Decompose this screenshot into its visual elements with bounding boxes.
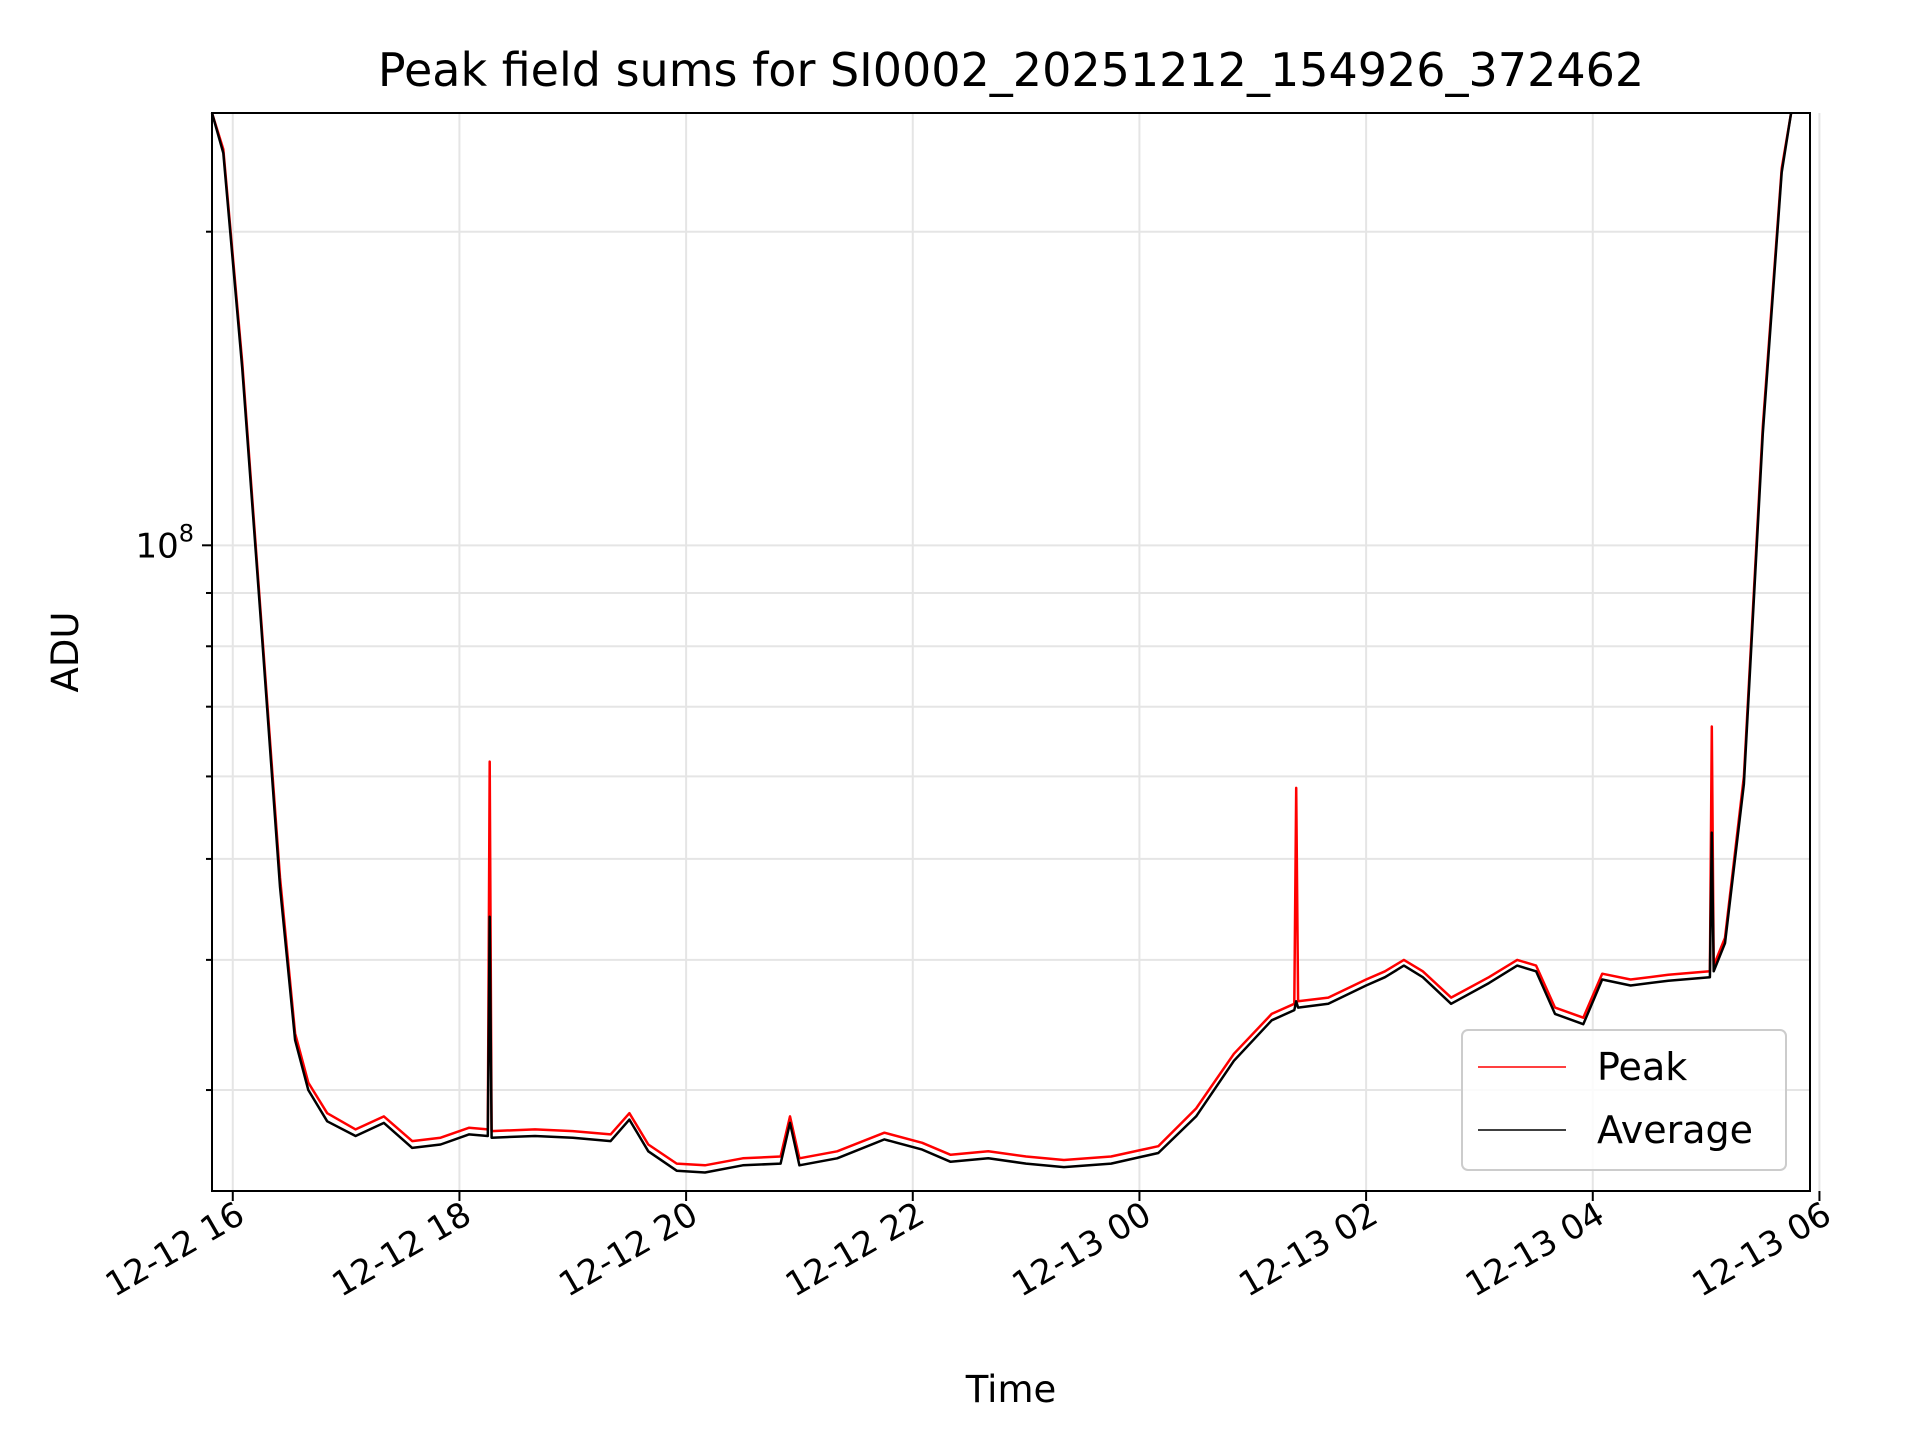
x-tick-label-6: 12-13 04 [1459,1194,1611,1305]
legend-box [1461,1029,1787,1171]
x-tick-label-2: 12-12 20 [552,1194,704,1305]
x-tick-label-0: 12-12 16 [99,1194,251,1305]
x-axis-label: Time [965,1368,1057,1411]
plot-lines [210,112,1793,1174]
chart-title: Peak field sums for SI0002_20251212_1549… [378,43,1644,97]
y-axis-label: ADU [44,612,87,693]
series-line-peak [210,112,1793,1167]
x-tick-label-5: 12-13 02 [1232,1194,1384,1305]
x-tick-label-3: 12-12 22 [779,1194,931,1305]
x-tick-label-4: 12-13 00 [1006,1194,1158,1305]
legend-label-average: Average [1597,1108,1753,1152]
series-line-average [210,112,1793,1174]
x-axis-ticks: 12-12 16 12-12 18 12-12 20 12-12 22 12-13 00… [99,1191,1838,1305]
plot-frame [211,112,1811,1192]
y-axis-ticks: 108 [135,230,212,1092]
legend: Peak Average [1461,1029,1787,1171]
x-tick-label-7: 12-13 06 [1686,1194,1838,1305]
x-tick-label-1: 12-12 18 [326,1194,478,1305]
grid [212,113,1821,1191]
legend-label-peak: Peak [1597,1045,1687,1089]
y-tick-label-0: 108 [135,519,194,566]
